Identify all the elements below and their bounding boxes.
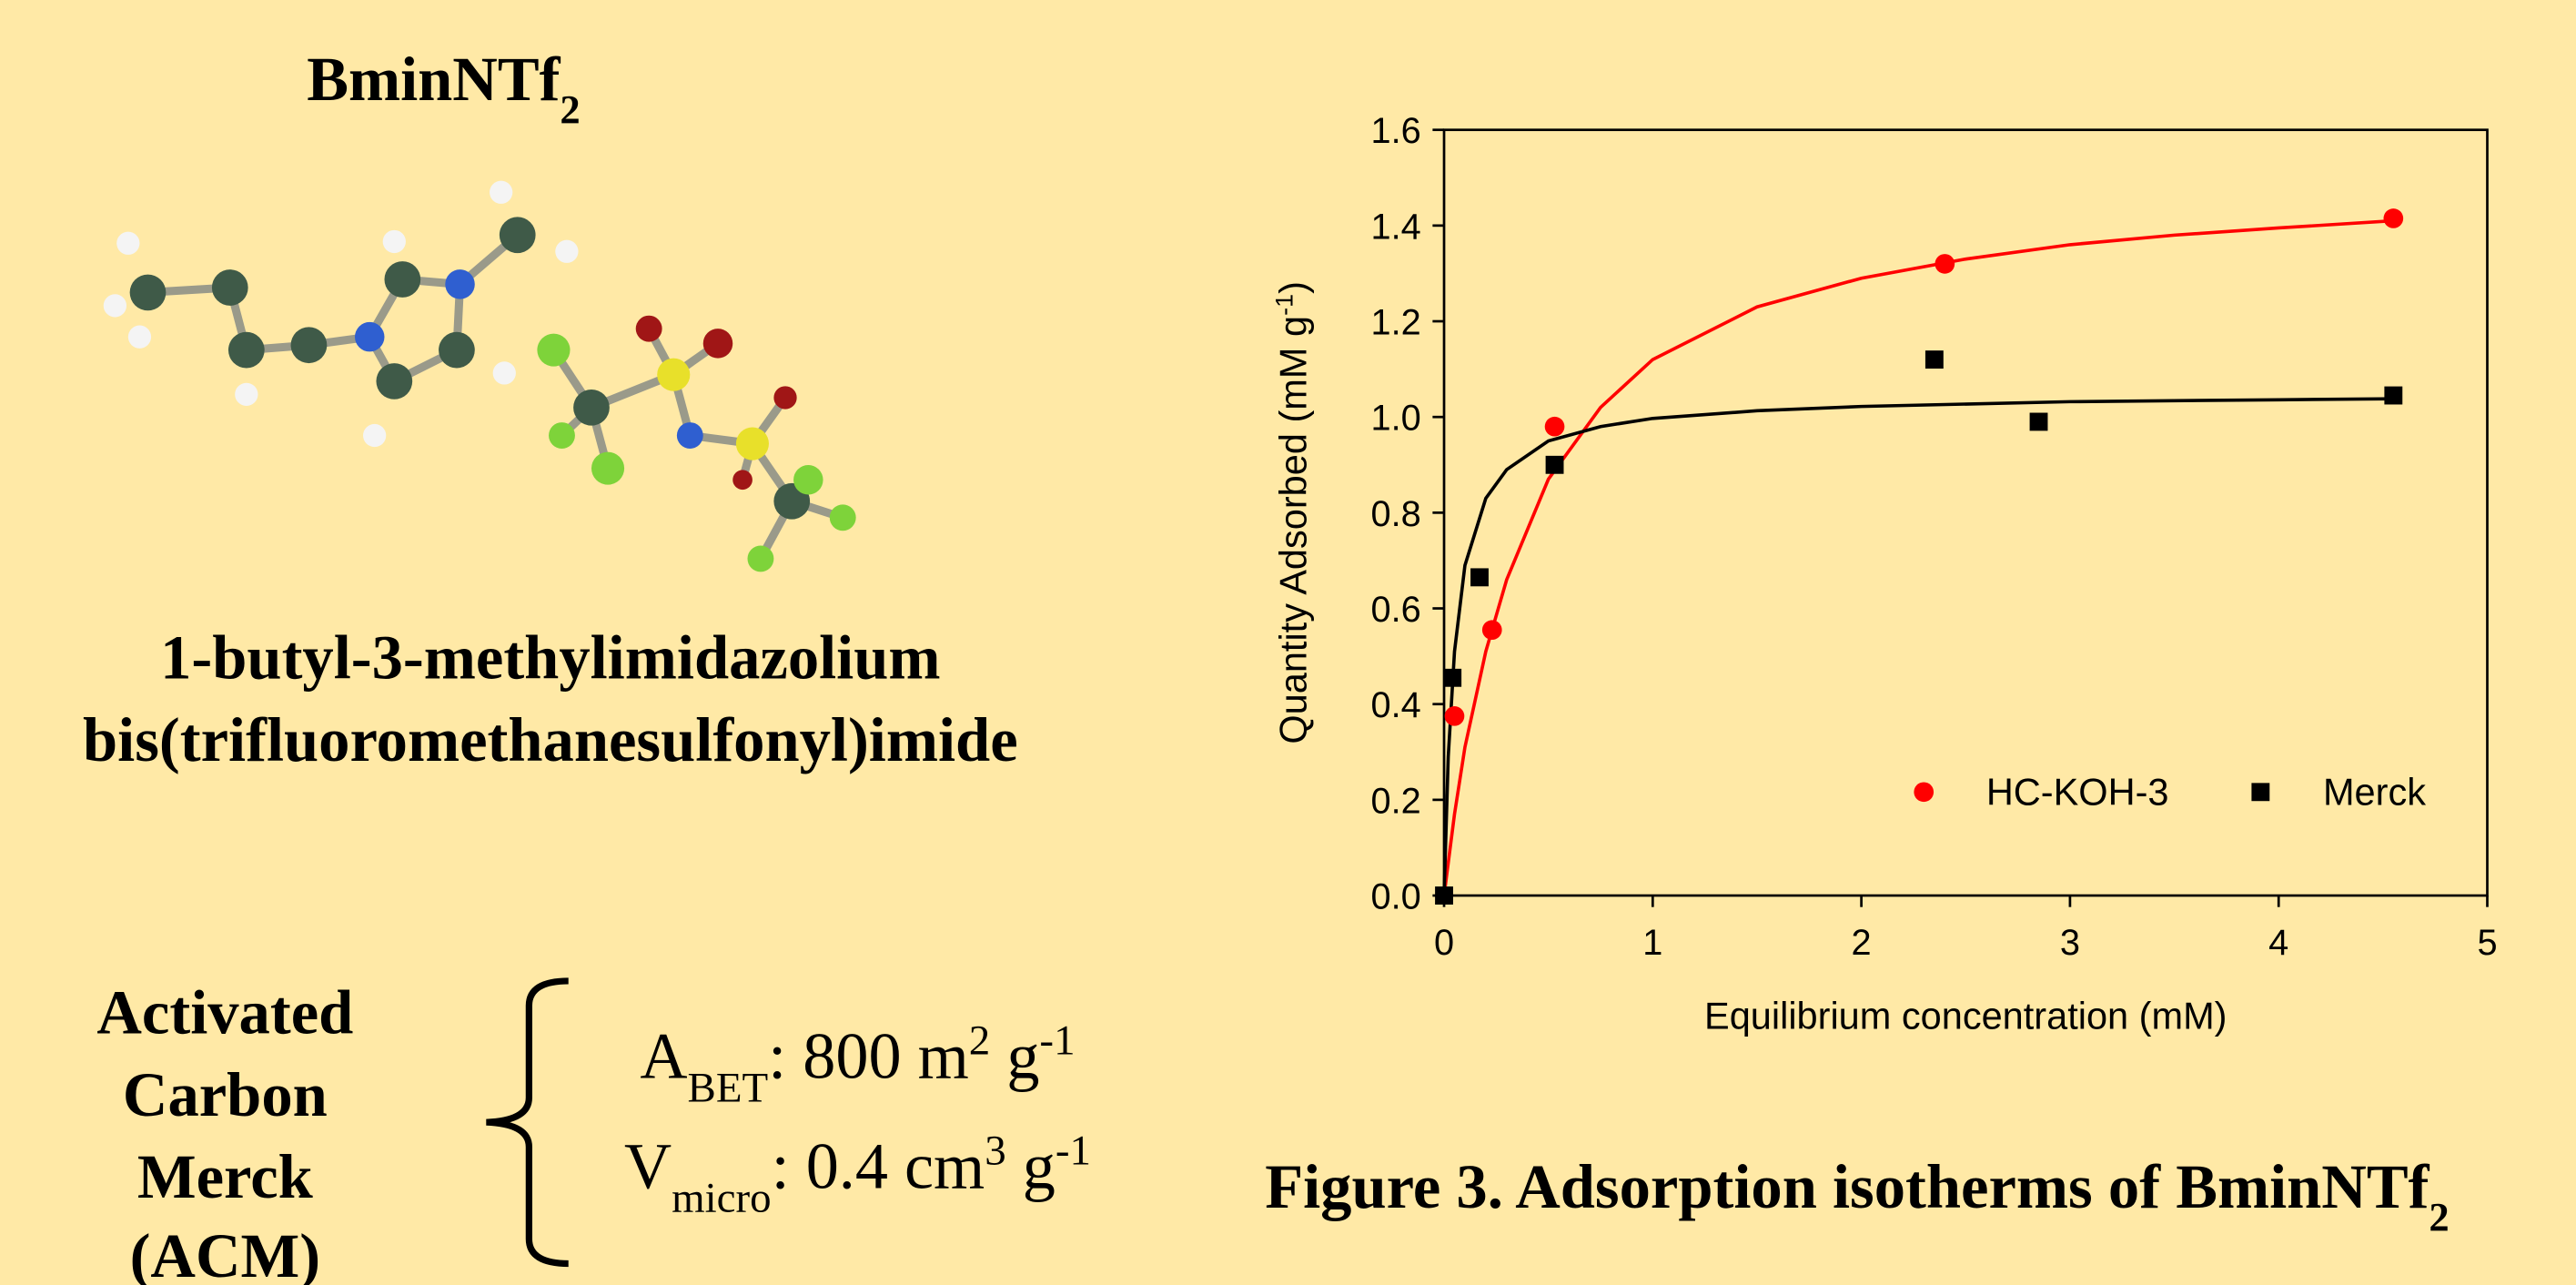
text-part: : 800 m: [768, 1019, 969, 1092]
text-part: 2: [560, 86, 580, 132]
data-point: [1443, 669, 1461, 687]
text-part: : 0.4 cm: [772, 1129, 985, 1202]
legend-label: Merck: [2323, 771, 2426, 814]
data-point: [2384, 387, 2402, 405]
sorbent-name: Carbon: [123, 1060, 328, 1129]
y-tick-label: 0.0: [1371, 876, 1421, 916]
x-tick-label: 0: [1434, 923, 1454, 963]
text-part: Equilibrium concentration (mM): [1704, 994, 2227, 1037]
sorbent-name: Activated: [96, 978, 353, 1047]
data-point: [1470, 568, 1489, 586]
compound-name: 1-butyl-3-methylimidazolium: [160, 623, 940, 693]
x-tick-label: 1: [1642, 923, 1662, 963]
data-point: [1545, 417, 1565, 437]
text-part: ): [1271, 281, 1314, 294]
y-tick-label: 1.6: [1371, 111, 1421, 151]
compound-name: bis(trifluoromethanesulfonyl)imide: [83, 705, 1018, 774]
x-tick-label: 5: [2477, 923, 2497, 963]
y-tick-label: 0.2: [1371, 781, 1421, 821]
text-part: g: [990, 1019, 1039, 1092]
text-part: 2: [969, 1017, 990, 1064]
y-tick-label: 0.8: [1371, 494, 1421, 534]
legend-marker: [1914, 782, 1934, 802]
text-part: Quantity Adsorbed (mM g: [1271, 316, 1314, 744]
y-axis-label: Quantity Adsorbed (mM g-1): [1270, 281, 1314, 744]
data-point: [1935, 254, 1955, 274]
text-part: BminNTf: [307, 45, 561, 114]
legend-marker: [2251, 783, 2269, 801]
text-part: -1: [1039, 1017, 1075, 1064]
x-tick-label: 4: [2268, 923, 2288, 963]
data-point: [1925, 350, 1944, 369]
text-part: BET: [688, 1064, 769, 1111]
data-point: [1482, 620, 1502, 640]
sorbent-name: Merck: [137, 1142, 314, 1211]
text-part: 2: [2429, 1194, 2449, 1239]
data-point: [2030, 413, 2048, 431]
text-part: A: [640, 1019, 687, 1092]
data-point: [1445, 706, 1465, 726]
text-part: micro: [672, 1174, 771, 1221]
data-point: [1546, 456, 1564, 474]
text-part: g: [1006, 1129, 1056, 1202]
y-tick-label: 0.6: [1371, 590, 1421, 630]
legend-label: HC-KOH-3: [1986, 771, 2169, 814]
text-part: 3: [985, 1127, 1005, 1174]
sorbent-name: (ACM): [130, 1221, 320, 1285]
y-tick-label: 1.0: [1371, 399, 1421, 439]
x-tick-label: 2: [1852, 923, 1872, 963]
x-tick-label: 3: [2060, 923, 2080, 963]
data-point: [2383, 208, 2403, 228]
y-tick-label: 1.2: [1371, 302, 1421, 342]
poster: BminNTf2 1-butyl-3-m: [0, 0, 2576, 1285]
text-part: Figure 3. Adsorption isotherms of BminNT…: [1265, 1152, 2430, 1221]
y-tick-label: 1.4: [1371, 207, 1421, 247]
y-tick-label: 0.4: [1371, 685, 1421, 725]
data-point: [1435, 886, 1453, 905]
x-axis-label: Equilibrium concentration (mM): [1704, 994, 2227, 1037]
text-part: V: [624, 1129, 672, 1202]
text-part: -1: [1056, 1127, 1091, 1174]
text-part: -1: [1270, 294, 1298, 316]
